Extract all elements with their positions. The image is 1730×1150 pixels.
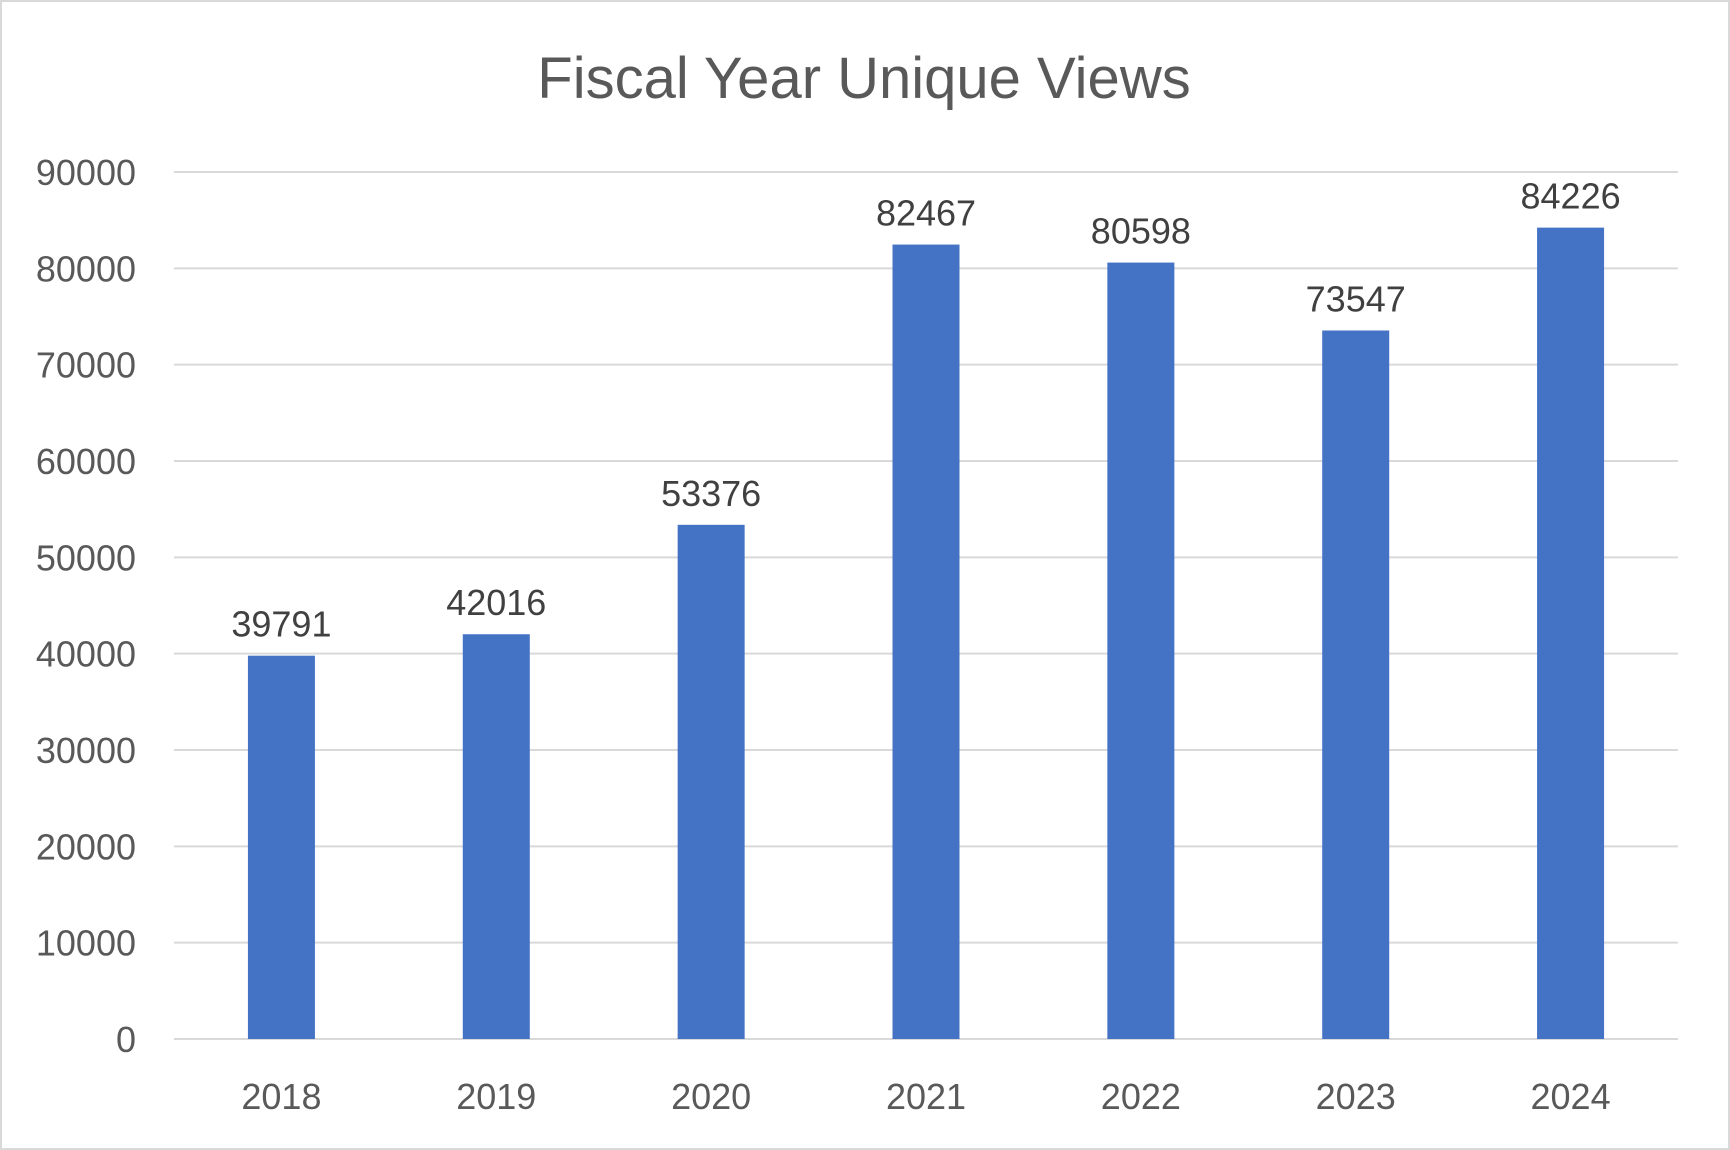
- x-tick-label: 2018: [241, 1076, 321, 1117]
- y-tick-label: 80000: [36, 248, 136, 289]
- y-tick-label: 50000: [36, 537, 136, 578]
- x-tick-label: 2022: [1101, 1076, 1181, 1117]
- bar-2020: [677, 524, 745, 1039]
- bar-2024: [1537, 227, 1605, 1039]
- data-label: 53376: [661, 473, 761, 514]
- y-tick-label: 60000: [36, 441, 136, 482]
- y-tick-label: 20000: [36, 826, 136, 867]
- data-label: 84226: [1521, 176, 1621, 217]
- bar-2022: [1107, 262, 1175, 1039]
- y-tick-label: 10000: [36, 923, 136, 964]
- y-tick-label: 30000: [36, 730, 136, 771]
- data-labels: 39791 42016 53376 82467 80598 73547 84226: [231, 176, 1620, 645]
- data-label: 39791: [231, 604, 331, 645]
- bar-2023: [1322, 330, 1390, 1040]
- x-tick-label: 2020: [671, 1076, 751, 1117]
- y-axis-ticks: 0 10000 20000 30000 40000 50000 60000 70000 8000…: [36, 152, 136, 1060]
- x-tick-label: 2019: [456, 1076, 536, 1117]
- bar-2018: [247, 655, 315, 1039]
- y-tick-label: 0: [116, 1019, 136, 1060]
- data-label: 73547: [1306, 278, 1406, 319]
- x-tick-label: 2023: [1316, 1076, 1396, 1117]
- data-label: 42016: [446, 582, 546, 623]
- x-tick-label: 2021: [886, 1076, 966, 1117]
- bar-2019: [462, 634, 530, 1039]
- y-tick-label: 40000: [36, 634, 136, 675]
- bars: [247, 227, 1605, 1040]
- x-tick-label: 2024: [1531, 1076, 1611, 1117]
- x-axis-ticks: 2018 2019 2020 2021 2022 2023 2024: [241, 1076, 1610, 1117]
- bar-2021: [892, 244, 960, 1040]
- data-label: 82467: [876, 193, 976, 234]
- data-label: 80598: [1091, 211, 1191, 252]
- y-tick-label: 70000: [36, 345, 136, 386]
- chart-title: Fiscal Year Unique Views: [537, 46, 1190, 111]
- y-tick-label: 90000: [36, 152, 136, 193]
